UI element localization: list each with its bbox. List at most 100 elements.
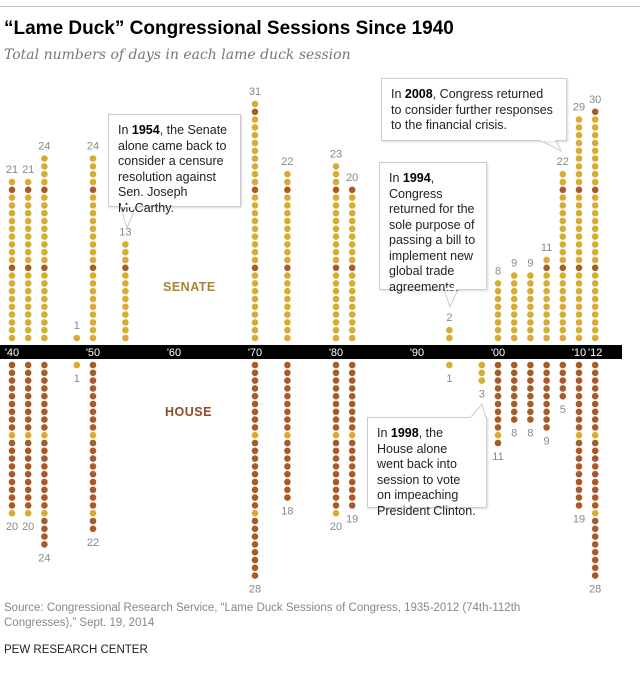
house-day-dot <box>8 470 16 478</box>
senate-day-dot <box>89 209 97 217</box>
senate-day-dot <box>24 272 32 279</box>
house-day-dot <box>284 369 291 377</box>
senate-day-dot <box>510 334 518 342</box>
house-day-dot <box>41 517 48 525</box>
annotation-2008: In 2008, Congress returned to consider f… <box>381 78 567 141</box>
house-day-dot <box>89 377 97 384</box>
house-day-dot <box>348 369 356 377</box>
house-day-dot <box>332 392 340 400</box>
senate-count-label: 24 <box>38 141 50 153</box>
house-day-dot <box>41 408 48 416</box>
senate-day-dot <box>332 303 340 311</box>
house-day-dot <box>24 463 32 470</box>
senate-day-dot <box>559 225 567 233</box>
house-day-dot <box>332 494 340 501</box>
senate-day-dot <box>510 303 518 311</box>
senate-day-dot <box>348 319 356 326</box>
house-day-dot <box>41 486 48 494</box>
house-day-dot <box>24 494 32 501</box>
x-axis-bar <box>0 345 622 359</box>
senate-day-dot <box>24 256 32 264</box>
house-day-dot <box>41 502 48 509</box>
senate-day-dot <box>24 319 32 326</box>
house-day-dot <box>8 361 16 369</box>
senate-day-dot <box>559 178 567 186</box>
senate-day-dot <box>284 280 291 287</box>
house-day-dot <box>575 369 583 377</box>
senate-day-dot <box>41 233 48 240</box>
house-count-label: 20 <box>330 521 342 533</box>
house-day-dot <box>89 502 97 509</box>
house-day-dot <box>575 400 583 408</box>
source-note: Source: Congressional Research Service, … <box>4 602 521 629</box>
senate-day-dot <box>591 256 599 264</box>
house-day-dot <box>284 431 291 439</box>
house-day-dot <box>89 408 97 416</box>
senate-day-dot <box>284 311 291 318</box>
senate-day-dot <box>559 194 567 201</box>
house-day-dot <box>284 486 291 494</box>
senate-day-dot <box>575 295 583 303</box>
senate-day-dot <box>8 233 16 240</box>
senate-day-dot <box>89 178 97 186</box>
senate-day-dot <box>348 311 356 318</box>
house-day-dot <box>527 377 534 384</box>
house-day-dot <box>348 408 356 416</box>
house-day-dot <box>510 416 518 423</box>
house-day-dot <box>591 533 599 540</box>
senate-day-dot <box>41 256 48 264</box>
house-count-label: 24 <box>38 552 50 564</box>
senate-count-label: 29 <box>573 102 585 114</box>
house-day-dot <box>89 455 97 462</box>
senate-day-dot <box>89 194 97 201</box>
house-day-dot <box>89 424 97 431</box>
house-count-label: 22 <box>87 537 99 549</box>
senate-count-label: 30 <box>589 94 601 106</box>
house-day-dot <box>251 548 259 556</box>
house-day-dot <box>527 385 534 392</box>
senate-day-dot <box>251 264 259 272</box>
house-day-dot <box>24 369 32 377</box>
senate-day-dot <box>122 303 129 311</box>
house-day-dot <box>543 416 550 423</box>
senate-day-dot <box>251 186 259 194</box>
senate-day-dot <box>24 209 32 217</box>
senate-day-dot <box>24 233 32 240</box>
house-day-dot <box>575 478 583 486</box>
senate-day-dot <box>575 155 583 162</box>
house-day-dot <box>591 424 599 431</box>
senate-day-dot <box>8 178 16 186</box>
house-day-dot <box>575 494 583 501</box>
house-day-dot <box>591 439 599 447</box>
house-day-dot <box>284 361 291 369</box>
senate-day-dot <box>251 287 259 295</box>
house-day-dot <box>41 431 48 439</box>
senate-day-dot <box>348 256 356 264</box>
senate-day-dot <box>332 170 340 178</box>
house-day-dot <box>8 431 16 439</box>
senate-day-dot <box>332 233 340 240</box>
senate-day-dot <box>89 155 97 162</box>
house-day-dot <box>24 509 32 517</box>
senate-count-label: 23 <box>330 148 342 160</box>
house-day-dot <box>510 361 518 369</box>
senate-day-dot <box>89 248 97 256</box>
senate-day-dot <box>591 303 599 311</box>
senate-day-dot <box>284 326 291 334</box>
senate-day-dot <box>559 241 567 248</box>
x-tick-label: '80 <box>329 347 343 359</box>
senate-day-dot <box>348 295 356 303</box>
senate-day-dot <box>332 217 340 225</box>
senate-day-dot <box>527 287 534 295</box>
house-day-dot <box>527 400 534 408</box>
senate-day-dot <box>284 202 291 209</box>
senate-day-dot <box>24 186 32 194</box>
senate-day-dot <box>24 202 32 209</box>
senate-day-dot <box>591 280 599 287</box>
senate-day-dot <box>332 311 340 318</box>
senate-day-dot <box>251 256 259 264</box>
senate-day-dot <box>348 217 356 225</box>
senate-day-dot <box>284 295 291 303</box>
house-day-dot <box>41 533 48 540</box>
senate-day-dot <box>591 124 599 131</box>
